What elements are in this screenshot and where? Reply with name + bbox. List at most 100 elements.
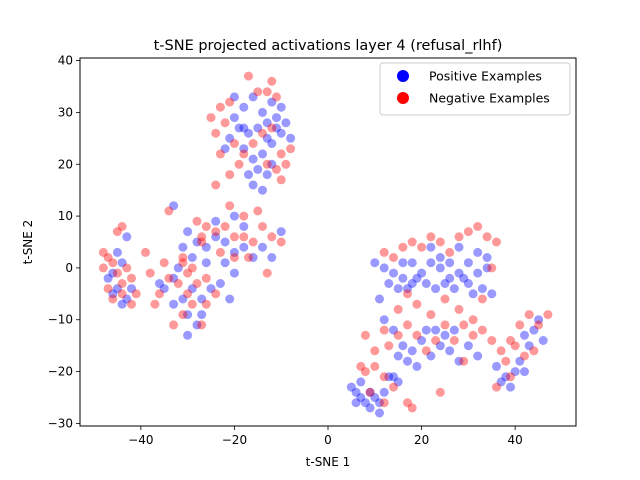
negative-point-113 xyxy=(487,336,497,345)
y-axis-label: t-SNE 2 xyxy=(21,220,35,265)
negative-point-47 xyxy=(108,258,118,268)
negative-point-87 xyxy=(445,247,455,257)
y-tick-label: −10 xyxy=(48,313,73,327)
positive-point-119 xyxy=(463,341,473,351)
positive-point-111 xyxy=(389,325,398,335)
positive-point-22 xyxy=(244,170,253,180)
negative-point-61 xyxy=(164,273,174,283)
negative-point-45 xyxy=(103,253,113,262)
positive-point-9 xyxy=(253,123,263,133)
negative-point-8 xyxy=(229,139,239,148)
positive-point-86 xyxy=(473,268,483,278)
positive-point-81 xyxy=(426,258,436,268)
negative-point-98 xyxy=(412,299,422,309)
positive-point-67 xyxy=(192,320,202,330)
negative-point-65 xyxy=(201,273,211,283)
negative-point-125 xyxy=(506,372,515,382)
negative-point-51 xyxy=(103,284,113,294)
positive-point-42 xyxy=(201,258,211,268)
positive-point-121 xyxy=(393,351,403,361)
negative-point-34 xyxy=(276,237,286,247)
x-tick-label: 40 xyxy=(508,433,523,447)
negative-point-1 xyxy=(225,97,235,107)
positive-point-57 xyxy=(112,247,122,257)
positive-point-48 xyxy=(276,227,286,237)
negative-point-46 xyxy=(98,263,108,273)
legend: Positive Examples Negative Examples xyxy=(379,62,571,116)
negative-point-129 xyxy=(389,382,398,392)
x-tick-label: −40 xyxy=(128,433,153,447)
negative-point-20 xyxy=(211,180,221,190)
positive-point-96 xyxy=(459,273,469,283)
positive-point-98 xyxy=(477,284,487,294)
negative-point-94 xyxy=(477,294,487,304)
positive-point-84 xyxy=(454,268,464,278)
negative-point-50 xyxy=(127,273,136,283)
negative-point-73 xyxy=(211,289,221,299)
negative-point-32 xyxy=(258,222,267,231)
positive-point-127 xyxy=(449,325,459,335)
positive-point-82 xyxy=(435,263,445,273)
negative-point-41 xyxy=(239,211,249,221)
positive-point-97 xyxy=(468,289,478,299)
positive-point-92 xyxy=(421,279,431,288)
positive-point-110 xyxy=(379,315,389,325)
negative-point-99 xyxy=(403,289,412,299)
negative-point-66 xyxy=(187,299,197,309)
positive-point-94 xyxy=(440,279,450,288)
negative-point-37 xyxy=(262,268,272,278)
positive-point-66 xyxy=(183,310,193,320)
negative-point-112 xyxy=(477,325,487,335)
negative-point-35 xyxy=(229,253,239,262)
y-tick-label: −30 xyxy=(48,416,73,430)
negative-point-42 xyxy=(253,206,263,216)
positive-point-29 xyxy=(262,133,272,143)
positive-point-45 xyxy=(239,222,249,231)
y-tick-label: 0 xyxy=(65,261,73,275)
positive-point-78 xyxy=(398,273,408,283)
positive-point-32 xyxy=(201,242,211,252)
negative-point-119 xyxy=(543,310,553,320)
positive-point-151 xyxy=(375,408,384,418)
negative-point-131 xyxy=(365,387,375,397)
positive-point-125 xyxy=(431,325,441,335)
x-axis-label: t-SNE 1 xyxy=(306,455,351,469)
positive-point-116 xyxy=(435,341,445,351)
negative-point-103 xyxy=(393,330,403,340)
positive-point-114 xyxy=(417,336,427,345)
negative-point-68 xyxy=(169,320,179,330)
negative-point-114 xyxy=(496,346,506,356)
negative-point-30 xyxy=(239,232,249,242)
negative-point-82 xyxy=(398,242,408,252)
negative-point-40 xyxy=(225,201,235,211)
positive-point-23 xyxy=(267,159,277,169)
negative-point-93 xyxy=(487,263,497,273)
negative-point-110 xyxy=(459,320,469,330)
positive-point-14 xyxy=(239,144,249,154)
negative-point-90 xyxy=(473,222,483,231)
positive-point-13 xyxy=(220,144,230,154)
positive-point-38 xyxy=(258,242,267,252)
positive-point-71 xyxy=(173,263,183,273)
negative-point-89 xyxy=(463,227,473,237)
positive-point-123 xyxy=(412,361,422,371)
positive-point-1 xyxy=(239,102,249,112)
y-tick-label: 20 xyxy=(58,157,73,171)
negative-point-52 xyxy=(108,294,118,304)
negative-point-28 xyxy=(220,222,230,231)
positive-point-27 xyxy=(239,123,249,133)
positive-point-131 xyxy=(520,367,529,377)
positive-point-47 xyxy=(229,211,239,221)
positive-point-76 xyxy=(379,263,389,273)
positive-point-139 xyxy=(538,336,548,345)
positive-point-69 xyxy=(169,299,179,309)
negative-point-95 xyxy=(454,304,464,314)
negative-point-25 xyxy=(192,216,202,226)
positive-point-74 xyxy=(197,310,207,320)
negative-point-33 xyxy=(267,232,277,242)
negative-point-23 xyxy=(286,144,296,154)
negative-point-121 xyxy=(520,351,529,361)
x-tick-label: −20 xyxy=(222,433,247,447)
positive-point-63 xyxy=(187,284,197,294)
positive-point-101 xyxy=(407,258,417,268)
